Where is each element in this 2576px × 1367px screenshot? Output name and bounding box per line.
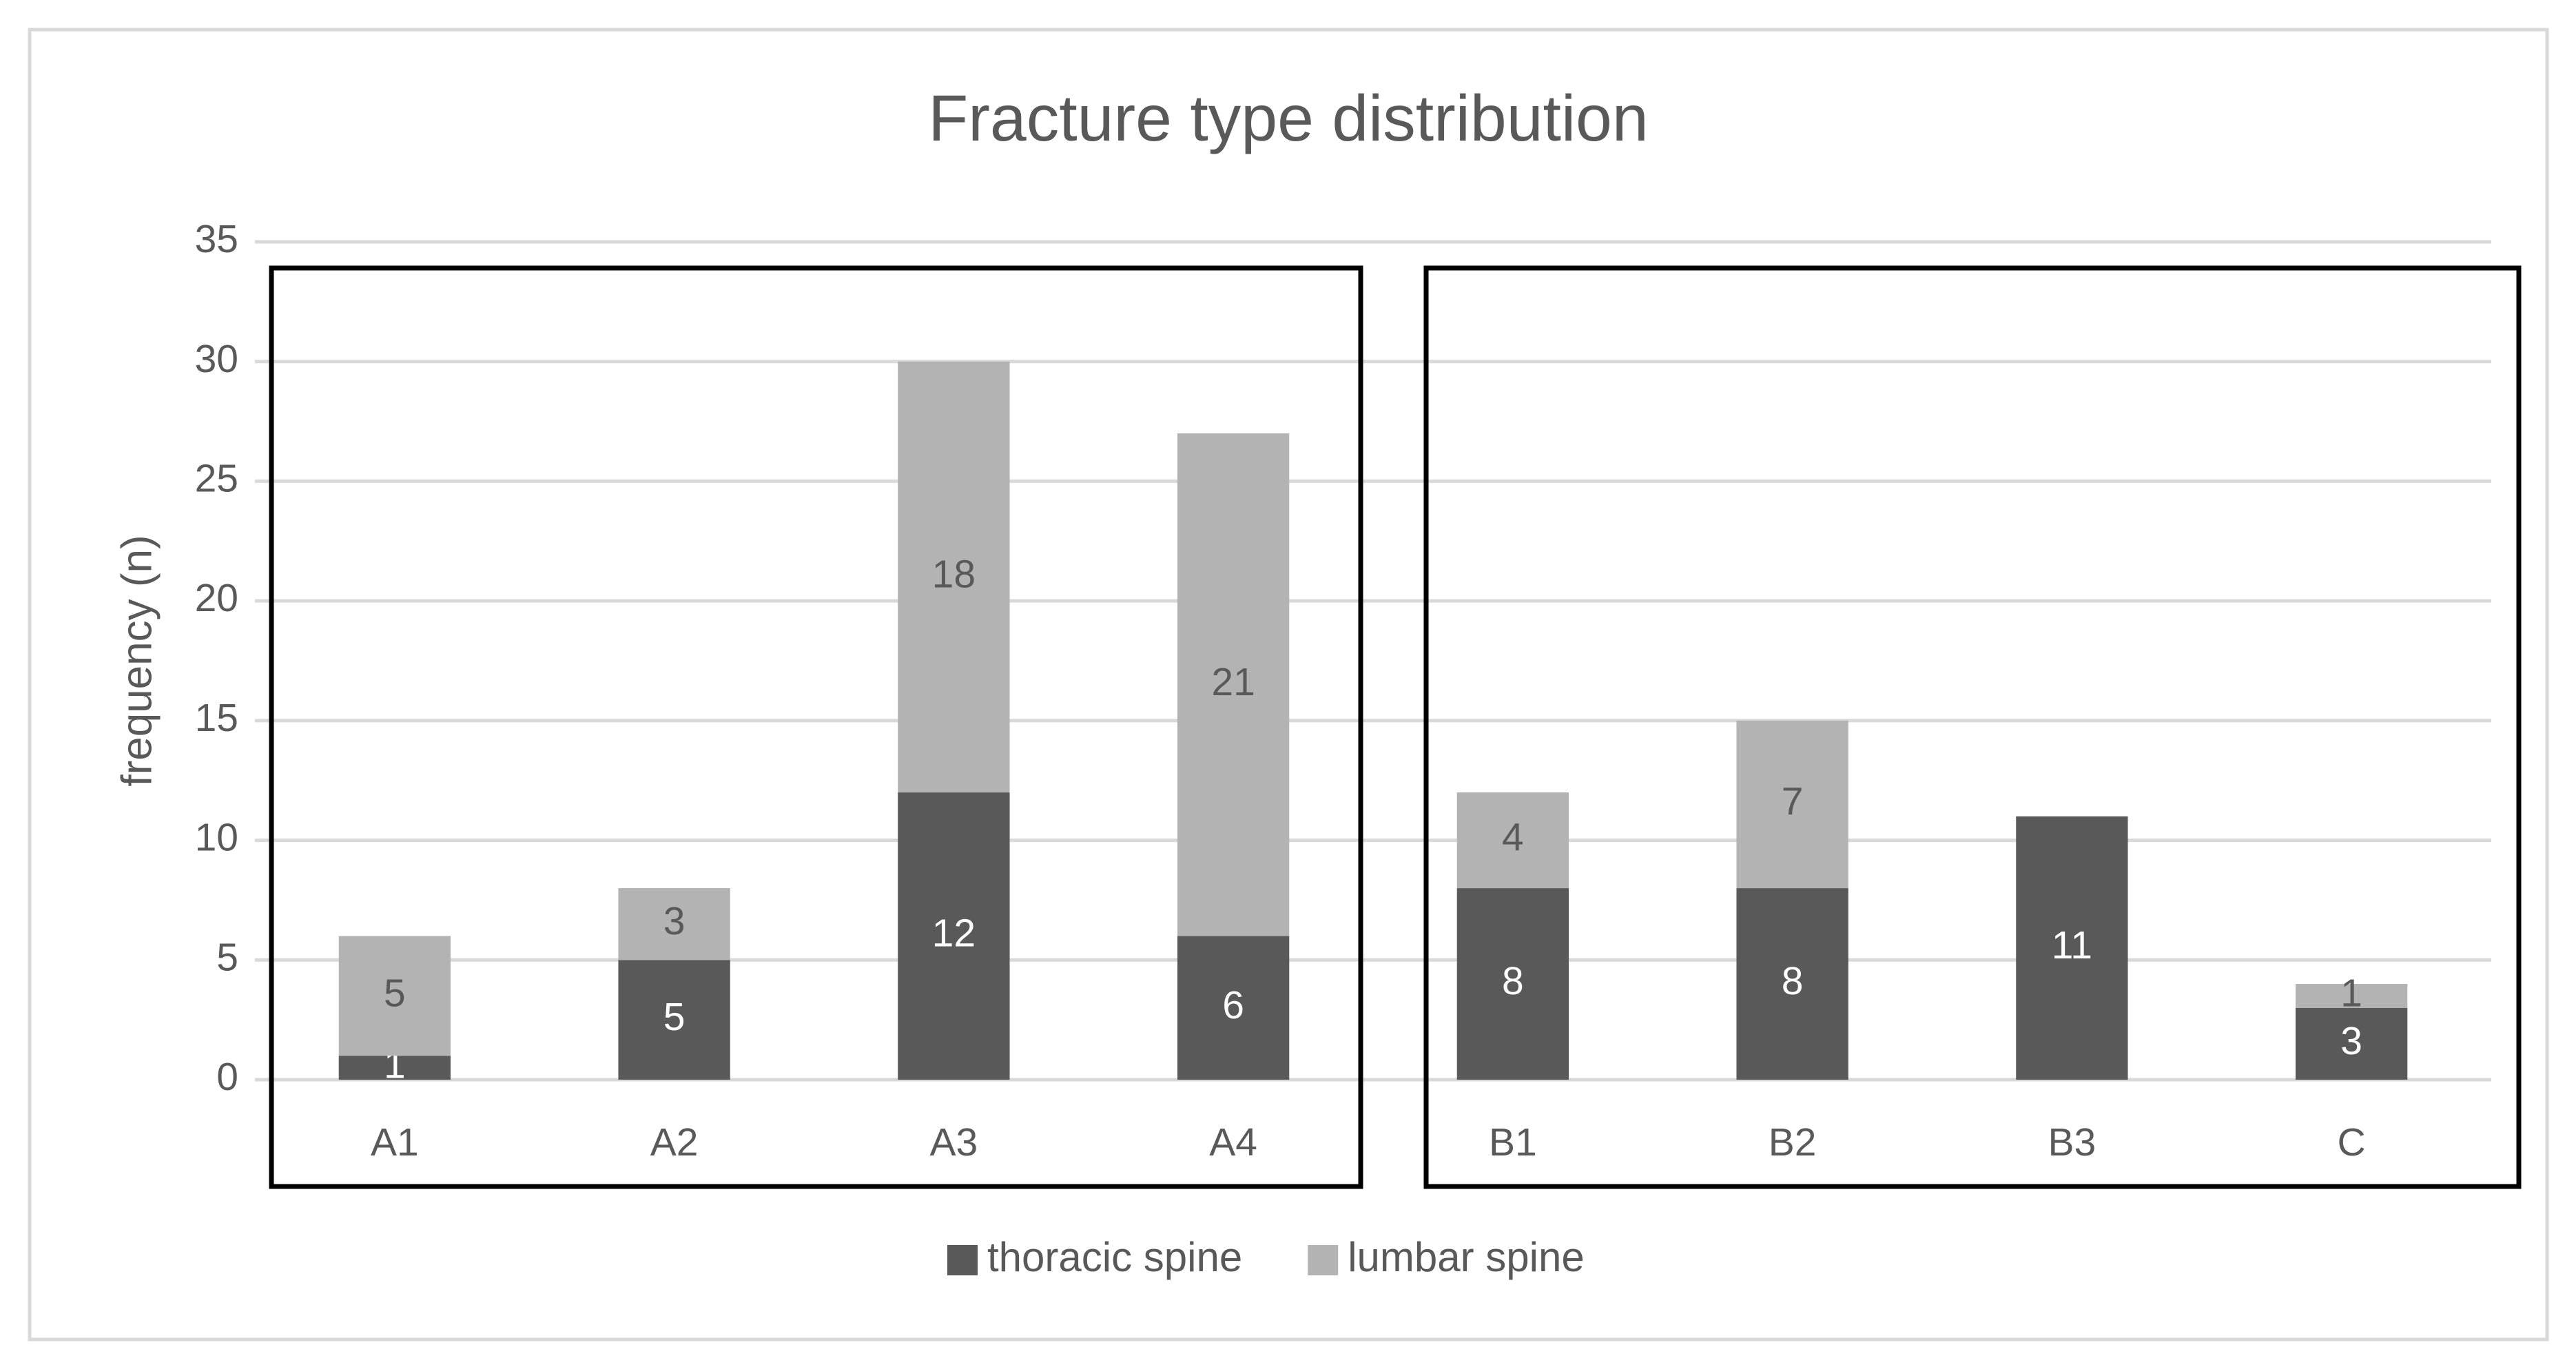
bar-segment [1736,720,1848,889]
data-label: 5 [384,971,406,1015]
y-tick-label: 20 [195,576,238,620]
y-tick-label: 30 [195,337,238,381]
legend-label: lumbar spine [1348,1234,1585,1280]
bar-segment [338,1056,451,1080]
y-tick-label: 25 [195,456,238,500]
legend-label: thoracic spine [987,1234,1242,1280]
bar-segment [2016,816,2128,1080]
x-tick-label: C [2338,1120,2366,1164]
x-tick-label: B1 [1489,1120,1537,1164]
bar-segment [1177,433,1290,936]
bar-segment [1456,888,1569,1080]
data-label: 3 [2340,1019,2362,1063]
x-tick-label: A4 [1209,1120,1257,1164]
x-tick-label: A1 [371,1120,419,1164]
bar-segment [2295,984,2408,1008]
bar-segment [2295,1007,2408,1080]
bar-segment [1736,888,1848,1080]
bar-segment [898,361,1010,793]
y-tick-label: 0 [216,1055,238,1099]
y-tick-label: 10 [195,816,238,860]
data-label: 7 [1782,780,1804,824]
data-label: 3 [663,899,686,943]
bar-segment [1456,792,1569,889]
data-label: 8 [1782,959,1804,1003]
x-tick-label: A2 [650,1120,699,1164]
y-tick-label: 5 [216,935,238,979]
x-tick-label: A3 [930,1120,978,1164]
legend-swatch [947,1245,978,1275]
x-tick-label: B3 [2048,1120,2096,1164]
y-tick-label: 15 [195,696,238,740]
bar-segment [1177,936,1290,1080]
data-label: 21 [1211,660,1255,704]
bar-segment [618,888,730,960]
data-label: 8 [1502,959,1524,1003]
bar-segment [338,936,451,1056]
bar-segment [898,792,1010,1080]
legend-swatch [1308,1245,1339,1275]
chart-title: Fracture type distribution [928,82,1648,155]
data-label: 11 [2052,923,2092,967]
group-box [269,265,1363,1189]
data-label: 12 [932,912,976,956]
data-label: 4 [1502,816,1524,860]
data-label: 18 [932,552,976,596]
bar-segment [618,960,730,1080]
data-label: 6 [1222,983,1244,1027]
y-axis-label: frequency (n) [113,535,161,786]
y-tick-label: 35 [195,217,238,261]
legend: thoracic spine lumbar spine [947,1234,1585,1280]
x-tick-label: B2 [1769,1120,1817,1164]
data-label: 5 [663,995,686,1039]
data-label: 1 [2340,971,2362,1015]
group-box [1423,265,2522,1189]
